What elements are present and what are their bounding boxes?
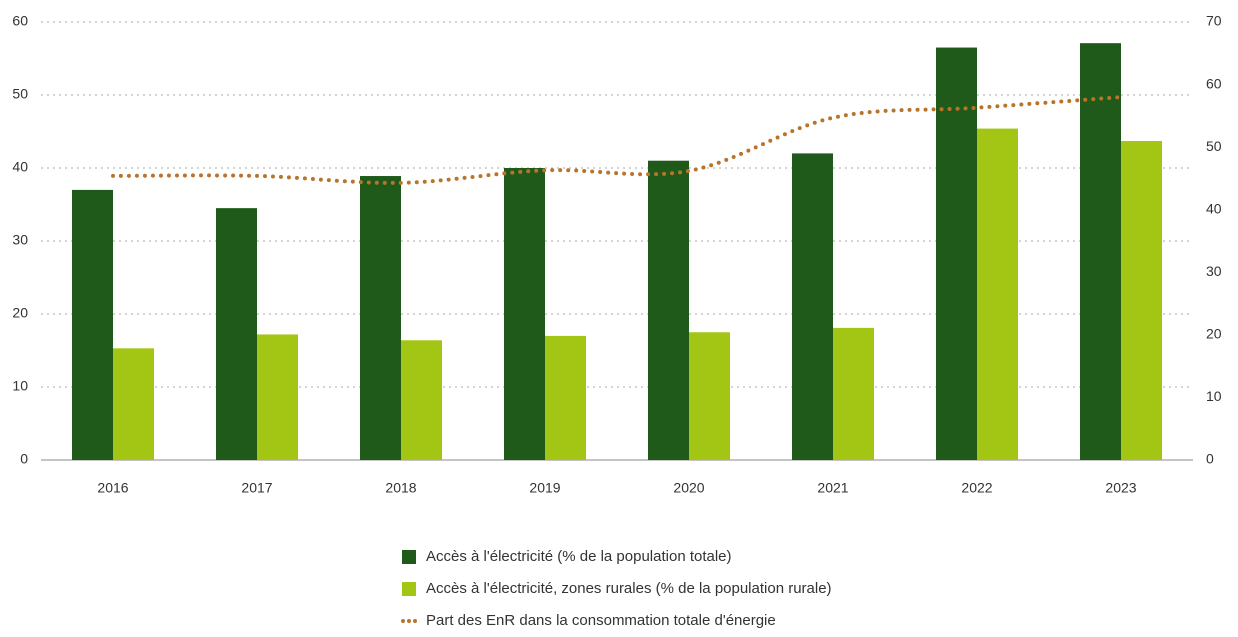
y2-tick-label: 10 xyxy=(1206,388,1222,404)
legend-label: Accès à l'électricité, zones rurales (% … xyxy=(426,580,832,597)
x-tick-label: 2020 xyxy=(673,480,704,496)
bar xyxy=(977,128,1018,460)
x-tick-label: 2017 xyxy=(241,480,272,496)
bar xyxy=(216,208,257,460)
y-tick-label: 50 xyxy=(12,86,28,102)
x-tick-label: 2023 xyxy=(1105,480,1136,496)
y2-tick-label: 70 xyxy=(1206,13,1222,29)
y2-tick-label: 30 xyxy=(1206,263,1222,279)
bar xyxy=(113,348,154,460)
x-tick-label: 2019 xyxy=(529,480,560,496)
legend-marker xyxy=(402,550,416,564)
bar xyxy=(545,335,586,460)
legend-marker xyxy=(402,582,416,596)
y2-tick-label: 40 xyxy=(1206,200,1222,216)
bar xyxy=(648,160,689,460)
x-tick-label: 2016 xyxy=(97,480,128,496)
bar xyxy=(792,153,833,460)
y2-tick-label: 0 xyxy=(1206,451,1214,467)
bar xyxy=(72,189,113,460)
y-tick-label: 20 xyxy=(12,305,28,321)
x-tick-label: 2022 xyxy=(961,480,992,496)
y-tick-label: 60 xyxy=(12,13,28,29)
bar xyxy=(257,334,298,460)
x-tick-label: 2021 xyxy=(817,480,848,496)
y-tick-label: 30 xyxy=(12,232,28,248)
y2-tick-label: 20 xyxy=(1206,326,1222,342)
y-tick-label: 40 xyxy=(12,159,28,175)
bar xyxy=(936,47,977,461)
bar xyxy=(1121,140,1162,461)
x-tick-label: 2018 xyxy=(385,480,416,496)
bar xyxy=(360,176,401,460)
y2-tick-label: 60 xyxy=(1206,75,1222,91)
legend-label: Part des EnR dans la consommation totale… xyxy=(426,612,776,629)
y2-tick-label: 50 xyxy=(1206,138,1222,154)
legend-label: Accès à l'électricité (% de la populatio… xyxy=(426,548,732,565)
bar xyxy=(504,168,545,460)
y-tick-label: 0 xyxy=(20,451,28,467)
bar xyxy=(833,327,874,460)
bar xyxy=(401,340,442,460)
bar xyxy=(689,332,730,460)
y-tick-label: 10 xyxy=(12,378,28,394)
line xyxy=(111,95,1123,185)
bar xyxy=(1080,43,1121,461)
